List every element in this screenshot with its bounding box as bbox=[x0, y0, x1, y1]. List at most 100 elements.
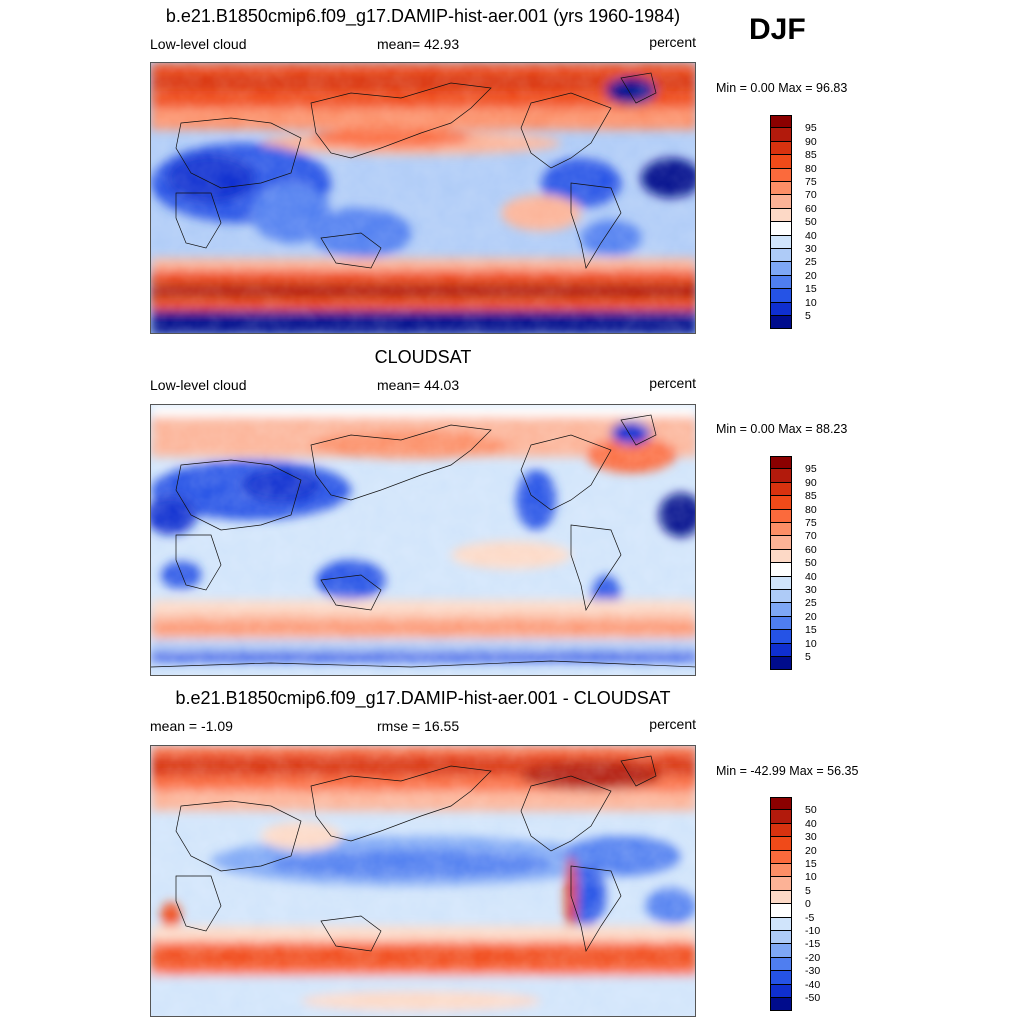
colorbar-swatch bbox=[770, 837, 792, 851]
colorbar-tick-label: -10 bbox=[805, 925, 821, 937]
colorbar-swatch bbox=[770, 302, 792, 316]
colorbar-frame bbox=[770, 797, 792, 1012]
colorbar-tick-label: -5 bbox=[805, 911, 815, 924]
panel-1-map bbox=[150, 62, 696, 334]
colorbar-swatch bbox=[770, 141, 792, 156]
panel-1-title: b.e21.B1850cmip6.f09_g17.DAMIP-hist-aer.… bbox=[165, 6, 681, 26]
colorbar-swatch bbox=[770, 850, 792, 864]
colorbar-tick-label: 10 bbox=[805, 296, 817, 309]
panel-2-units: percent bbox=[649, 375, 696, 391]
colorbar-tick-label: 50 bbox=[805, 804, 817, 817]
panel-3-rmse-label: rmse = 16.55 bbox=[377, 718, 460, 734]
colorbar-swatch bbox=[770, 289, 792, 303]
panel-1-mean-label: mean= 42.93 bbox=[377, 36, 460, 52]
colorbar-swatch bbox=[770, 249, 792, 263]
season-label: DJF bbox=[749, 13, 806, 46]
colorbar-tick-label: 30 bbox=[805, 243, 817, 255]
colorbar-tick-label: 80 bbox=[805, 162, 817, 175]
colorbar-tick-label: 80 bbox=[805, 503, 817, 516]
colorbar-swatch bbox=[770, 536, 792, 550]
colorbar-tick-label: 15 bbox=[805, 624, 817, 637]
colorbar-tick-label: 85 bbox=[805, 490, 817, 503]
colorbar-swatch bbox=[770, 890, 792, 905]
colorbar-tick-label: 85 bbox=[805, 149, 817, 162]
colorbar-swatch bbox=[770, 823, 792, 838]
colorbar-tick-label: 40 bbox=[805, 570, 817, 583]
panel-3-map-graphic bbox=[151, 746, 695, 1016]
colorbar-swatch bbox=[770, 797, 792, 811]
colorbar-tick-label: 50 bbox=[805, 557, 817, 570]
colorbar-swatch bbox=[770, 456, 792, 470]
colorbar-swatch bbox=[770, 155, 792, 169]
colorbar-swatch bbox=[770, 904, 792, 918]
colorbar-frame bbox=[770, 456, 792, 671]
panel-3-map bbox=[150, 745, 696, 1017]
colorbar-swatch bbox=[770, 616, 792, 631]
colorbar-tick-label: 90 bbox=[805, 476, 817, 489]
colorbar-tick-label: -50 bbox=[805, 992, 821, 1004]
colorbar-swatch bbox=[770, 984, 792, 998]
colorbar-swatch bbox=[770, 877, 792, 891]
panel-3-title: b.e21.B1850cmip6.f09_g17.DAMIP-hist-aer.… bbox=[175, 688, 671, 708]
colorbar-tick-label: 60 bbox=[805, 202, 817, 215]
panel-1-map-graphic bbox=[151, 63, 695, 333]
colorbar-tick-label: 20 bbox=[805, 844, 817, 857]
colorbar-swatch bbox=[770, 128, 792, 142]
colorbar-frame bbox=[770, 115, 792, 330]
colorbar-swatch bbox=[770, 262, 792, 276]
colorbar-tick-label: 90 bbox=[805, 135, 817, 148]
colorbar-swatch bbox=[770, 590, 792, 604]
panel-2-mean-label: mean= 44.03 bbox=[377, 377, 460, 393]
colorbar-tick-label: -30 bbox=[805, 965, 821, 978]
colorbar-tick-label: 0 bbox=[805, 898, 811, 911]
colorbar-swatch bbox=[770, 222, 792, 236]
colorbar-swatch bbox=[770, 971, 792, 985]
panel-3-minmax: Min = -42.99 Max = 56.35 bbox=[716, 764, 859, 778]
colorbar-swatch bbox=[770, 563, 792, 577]
colorbar-swatch bbox=[770, 235, 792, 249]
colorbar-tick-label: -20 bbox=[805, 951, 821, 964]
colorbar-tick-label: 60 bbox=[805, 543, 817, 556]
colorbar-tick-label: 10 bbox=[805, 637, 817, 650]
colorbar-tick-label: 15 bbox=[805, 283, 817, 296]
colorbar-tick-label: 40 bbox=[805, 817, 817, 830]
colorbar-tick-label: 10 bbox=[805, 871, 817, 884]
colorbar-tick-label: 75 bbox=[805, 517, 817, 529]
panel-3-units: percent bbox=[649, 716, 696, 732]
colorbar-tick-label: 5 bbox=[805, 884, 811, 897]
colorbar-swatch bbox=[770, 523, 792, 537]
colorbar-tick-label: 30 bbox=[805, 584, 817, 596]
colorbar-tick-label: 75 bbox=[805, 176, 817, 188]
colorbar-swatch bbox=[770, 944, 792, 958]
panel-1-minmax: Min = 0.00 Max = 96.83 bbox=[716, 81, 848, 95]
colorbar-tick-label: -40 bbox=[805, 978, 821, 991]
colorbar-swatch bbox=[770, 469, 792, 483]
colorbar-tick-label: 30 bbox=[805, 831, 817, 844]
colorbar-tick-label: 40 bbox=[805, 229, 817, 242]
colorbar-swatch bbox=[770, 275, 792, 290]
panel-1-left-label: Low-level cloud bbox=[150, 36, 247, 52]
colorbar-swatch bbox=[770, 643, 792, 657]
colorbar-tick-label: 50 bbox=[805, 216, 817, 229]
colorbar-swatch bbox=[770, 115, 792, 129]
panel-2-map bbox=[150, 404, 696, 676]
colorbar-tick-label: 25 bbox=[805, 597, 817, 610]
colorbar-swatch bbox=[770, 208, 792, 223]
panel-2-left-label: Low-level cloud bbox=[150, 377, 247, 393]
colorbar-swatch bbox=[770, 864, 792, 878]
panel-2-title: CLOUDSAT bbox=[374, 347, 472, 367]
colorbar-tick-label: 20 bbox=[805, 269, 817, 282]
colorbar-swatch bbox=[770, 509, 792, 523]
colorbar-swatch bbox=[770, 630, 792, 644]
colorbar-tick-label: -15 bbox=[805, 938, 821, 951]
colorbar-swatch bbox=[770, 810, 792, 824]
colorbar-swatch bbox=[770, 957, 792, 972]
colorbar-tick-label: 95 bbox=[805, 463, 817, 476]
colorbar-tick-label: 25 bbox=[805, 256, 817, 269]
panel-2-map-graphic bbox=[151, 405, 695, 675]
panel-3-mean-label: mean = -1.09 bbox=[150, 718, 233, 734]
colorbar-tick-label: 70 bbox=[805, 530, 817, 543]
panel-1-units: percent bbox=[649, 34, 696, 50]
colorbar-tick-label: 95 bbox=[805, 122, 817, 135]
colorbar-tick-label: 70 bbox=[805, 189, 817, 202]
